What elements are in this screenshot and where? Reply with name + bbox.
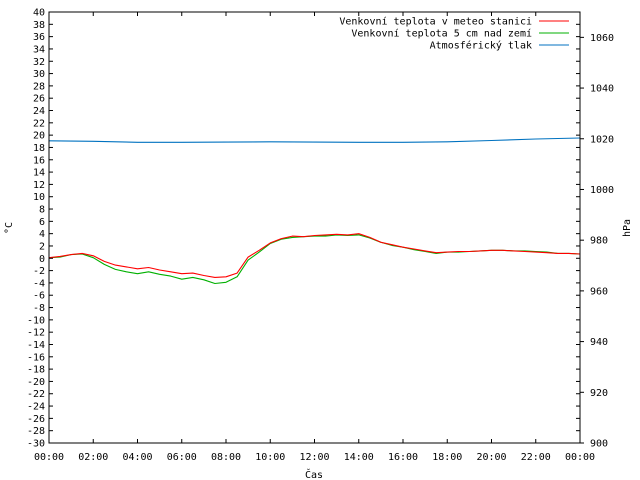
y-left-tick-label: -6 <box>33 291 45 302</box>
y-left-tick-label: 14 <box>33 168 45 179</box>
legend: Venkovní teplota v meteo staniciVenkovní… <box>339 16 569 52</box>
y-left-tick-label: 18 <box>33 143 45 154</box>
legend-entry-label: Atmosférický tlak <box>430 40 532 52</box>
y-left-tick-label: -30 <box>27 439 45 450</box>
y-right-tick-label: 1000 <box>590 185 614 196</box>
y-left-tick-label: -16 <box>27 352 45 363</box>
x-tick-label: 10:00 <box>255 452 285 463</box>
y-left-tick-label: 8 <box>39 205 45 216</box>
plot-frame <box>48 11 581 444</box>
y-left-tick-label: 36 <box>33 32 45 43</box>
y-right-tick-label: 980 <box>590 236 608 247</box>
y-right-tick-label: 1040 <box>590 84 614 95</box>
y-left-tick-label: 16 <box>33 155 45 166</box>
x-tick-label: 06:00 <box>167 452 197 463</box>
y-right-tick-label: 1020 <box>590 134 614 145</box>
x-tick-label: 08:00 <box>211 452 241 463</box>
y-right-tick-label: 1060 <box>590 33 614 44</box>
y-left-tick-label: 10 <box>33 192 45 203</box>
x-tick-label: 20:00 <box>476 452 506 463</box>
x-tick-label: 12:00 <box>299 452 329 463</box>
y-left-tick-label: 38 <box>33 20 45 31</box>
x-tick-label: 00:00 <box>565 452 595 463</box>
y-right-tick-label: 940 <box>590 337 608 348</box>
series-lines <box>48 137 581 285</box>
series-line-3 <box>48 137 581 143</box>
series-line-2 <box>48 234 581 285</box>
y-left-tick-label: -26 <box>27 414 45 425</box>
x-tick-label: 00:00 <box>34 452 64 463</box>
y-left-tick-label: -24 <box>27 402 45 413</box>
y-axis-left-ticks: -30-28-26-24-22-20-18-16-14-12-10-8-6-4-… <box>27 8 580 450</box>
series-line-1 <box>48 233 581 278</box>
y-left-tick-label: 32 <box>33 57 45 68</box>
x-tick-label: 04:00 <box>122 452 152 463</box>
y-left-tick-label: -18 <box>27 365 45 376</box>
x-axis-ticks: 00:00 02:00 04:00 06:00 08:00 10:00 12:00 14:00… <box>34 12 595 463</box>
y-left-tick-label: -12 <box>27 328 45 339</box>
y-left-tick-label: 22 <box>33 118 45 129</box>
y-left-tick-label: 6 <box>39 217 45 228</box>
y-left-tick-label: 20 <box>33 131 45 142</box>
y-left-tick-label: -14 <box>27 340 45 351</box>
y-left-tick-label: -8 <box>33 303 45 314</box>
y-left-tick-label: -20 <box>27 377 45 388</box>
y-left-tick-label: 26 <box>33 94 45 105</box>
legend-entry-label: Venkovní teplota 5 cm nad zemí <box>351 28 532 40</box>
y-left-tick-label: 30 <box>33 69 45 80</box>
y-axis-right-label: hPa <box>622 219 633 237</box>
y-left-tick-label: 2 <box>39 241 45 252</box>
y-left-tick-label: 4 <box>39 229 45 240</box>
y-left-tick-label: 40 <box>33 8 45 19</box>
x-axis-label: Čas <box>305 468 323 480</box>
y-left-tick-label: 24 <box>33 106 45 117</box>
y-left-tick-label: 0 <box>39 254 45 265</box>
y-left-tick-label: -28 <box>27 426 45 437</box>
x-tick-label: 02:00 <box>78 452 108 463</box>
y-left-tick-label: 12 <box>33 180 45 191</box>
x-tick-label: 18:00 <box>432 452 462 463</box>
y-left-tick-label: -2 <box>33 266 45 277</box>
y-left-tick-label: -4 <box>33 278 45 289</box>
legend-entry-label: Venkovní teplota v meteo stanici <box>339 16 532 28</box>
x-tick-label: 16:00 <box>388 452 418 463</box>
y-left-tick-label: -22 <box>27 389 45 400</box>
y-right-tick-label: 900 <box>590 439 608 450</box>
y-left-tick-label: -10 <box>27 315 45 326</box>
y-axis-left-label: °C <box>4 222 15 234</box>
y-axis-right-ticks: 900 920 940 960 980 1000 1020 1040 1060 <box>580 33 614 450</box>
y-left-tick-label: 34 <box>33 44 45 55</box>
y-right-tick-label: 920 <box>590 388 608 399</box>
y-right-tick-label: 960 <box>590 286 608 297</box>
x-tick-label: 14:00 <box>344 452 374 463</box>
y-left-tick-label: 28 <box>33 81 45 92</box>
x-tick-label: 22:00 <box>521 452 551 463</box>
